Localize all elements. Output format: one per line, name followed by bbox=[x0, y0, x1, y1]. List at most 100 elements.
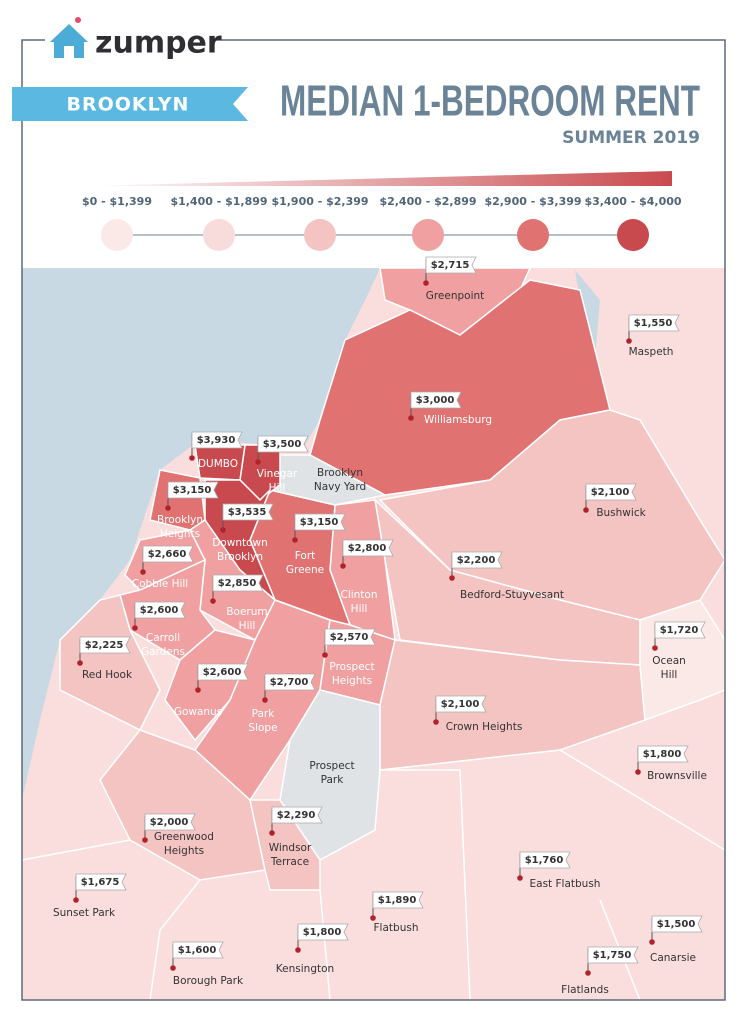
pin bbox=[517, 875, 523, 881]
price: $1,500 bbox=[657, 919, 696, 930]
neighborhood-name: Borough Park bbox=[173, 975, 244, 987]
pin bbox=[77, 660, 83, 666]
region bbox=[99, 729, 266, 881]
neighborhood-name: Hill bbox=[351, 603, 368, 615]
price-flag bbox=[172, 941, 224, 959]
price: $2,100 bbox=[441, 699, 480, 710]
legend-label: $1,400 - $1,899 bbox=[170, 195, 267, 208]
title: MEDIAN 1-BEDROOM RENT bbox=[280, 77, 700, 126]
price: $2,660 bbox=[148, 549, 187, 560]
legend-label: $2,900 - $3,399 bbox=[484, 195, 581, 208]
legend-label: $3,400 - $4,000 bbox=[584, 195, 681, 208]
price: $1,890 bbox=[378, 895, 417, 906]
pin bbox=[255, 459, 261, 465]
price: $2,290 bbox=[277, 810, 316, 821]
price-flag bbox=[197, 663, 249, 681]
price: $1,800 bbox=[643, 749, 682, 760]
price-flag bbox=[654, 621, 706, 639]
price-flag bbox=[425, 256, 477, 274]
neighborhood-name: Heights bbox=[160, 528, 200, 540]
pin bbox=[583, 507, 589, 513]
logo-door bbox=[64, 46, 74, 58]
price-flag bbox=[628, 314, 680, 332]
neighborhood-name: Maspeth bbox=[629, 346, 674, 358]
price: $3,535 bbox=[228, 507, 267, 518]
legend-label: $1,900 - $2,399 bbox=[271, 195, 368, 208]
price-flag bbox=[324, 628, 376, 646]
legend-swatch bbox=[617, 219, 649, 251]
price-flag bbox=[410, 391, 462, 409]
price-flag bbox=[342, 539, 394, 557]
neighborhood-name: Fort bbox=[295, 550, 316, 562]
logo-text: zumper bbox=[95, 26, 222, 61]
price: $2,000 bbox=[150, 817, 189, 828]
border bbox=[380, 769, 471, 1001]
neighborhood-name: Flatbush bbox=[374, 922, 419, 934]
pin bbox=[262, 697, 268, 703]
neighborhood-name: Greenwood bbox=[154, 831, 214, 843]
neighborhood-name: Heights bbox=[164, 845, 204, 857]
price-flag bbox=[451, 551, 503, 569]
price-flag bbox=[271, 806, 323, 824]
price-flag bbox=[637, 745, 689, 763]
pin bbox=[322, 652, 328, 658]
price: $2,600 bbox=[140, 605, 179, 616]
price: $2,200 bbox=[457, 555, 496, 566]
pin bbox=[165, 505, 171, 511]
legend-swatch bbox=[203, 219, 235, 251]
region bbox=[59, 594, 161, 732]
pin bbox=[626, 338, 632, 344]
neighborhood-name: Terrace bbox=[270, 856, 309, 868]
price-flag bbox=[587, 946, 639, 964]
neighborhood-name: Hill bbox=[239, 620, 256, 632]
neighborhood-name: Navy Yard bbox=[314, 481, 366, 493]
water bbox=[22, 268, 380, 800]
map bbox=[21, 267, 726, 1001]
neighborhood-name: Brownsville bbox=[647, 770, 707, 782]
legend-swatch bbox=[412, 219, 444, 251]
legend-gradient bbox=[85, 171, 672, 186]
pin bbox=[189, 455, 195, 461]
neighborhood-name: Brooklyn bbox=[157, 514, 203, 526]
neighborhood-name: Clinton bbox=[340, 589, 377, 601]
legend-swatch bbox=[101, 219, 133, 251]
neighborhood-name: Greenpoint bbox=[426, 290, 485, 302]
price-flag bbox=[191, 431, 243, 449]
pin bbox=[269, 830, 275, 836]
price-flag bbox=[294, 513, 346, 531]
neighborhood-name: Sunset Park bbox=[53, 907, 116, 919]
pin bbox=[132, 625, 138, 631]
price-flag bbox=[144, 813, 196, 831]
neighborhood-name: Ocean bbox=[652, 655, 686, 667]
subtitle: SUMMER 2019 bbox=[562, 128, 700, 148]
neighborhood-name: East Flatbush bbox=[530, 878, 601, 890]
price: $2,700 bbox=[270, 677, 309, 688]
labels: Greenpoint $2,715 Maspeth $1,550 Williamsbur… bbox=[53, 256, 707, 996]
legend: $0 - $1,399 $1,400 - $1,899 $1,900 - $2,39… bbox=[82, 195, 682, 251]
price: $2,570 bbox=[330, 632, 369, 643]
logo-heart bbox=[75, 17, 81, 23]
neighborhood-name: Park bbox=[252, 708, 276, 720]
pin bbox=[652, 645, 658, 651]
price-flag bbox=[264, 673, 316, 691]
price-flag bbox=[142, 545, 194, 563]
pin bbox=[370, 915, 376, 921]
price: $2,225 bbox=[85, 640, 124, 651]
price: $1,550 bbox=[634, 318, 673, 329]
price-flag bbox=[222, 503, 274, 521]
neighborhood-name: Williamsburg bbox=[424, 414, 492, 426]
border bbox=[149, 879, 201, 1001]
neighborhood-name: Windsor bbox=[269, 842, 312, 854]
price-flag bbox=[585, 483, 637, 501]
neighborhood-name: Gardens bbox=[141, 646, 185, 658]
neighborhood-name: Flatlands bbox=[561, 984, 609, 996]
frame bbox=[21, 39, 726, 1001]
price-flag bbox=[651, 915, 703, 933]
neighborhood-name: Prospect bbox=[309, 760, 354, 772]
legend-label: $0 - $1,399 bbox=[82, 195, 152, 208]
pin bbox=[195, 687, 201, 693]
pin bbox=[408, 415, 414, 421]
borough: BROOKLYN bbox=[67, 94, 190, 116]
price: $3,150 bbox=[300, 517, 339, 528]
neighborhood-name: Kensington bbox=[276, 963, 334, 975]
